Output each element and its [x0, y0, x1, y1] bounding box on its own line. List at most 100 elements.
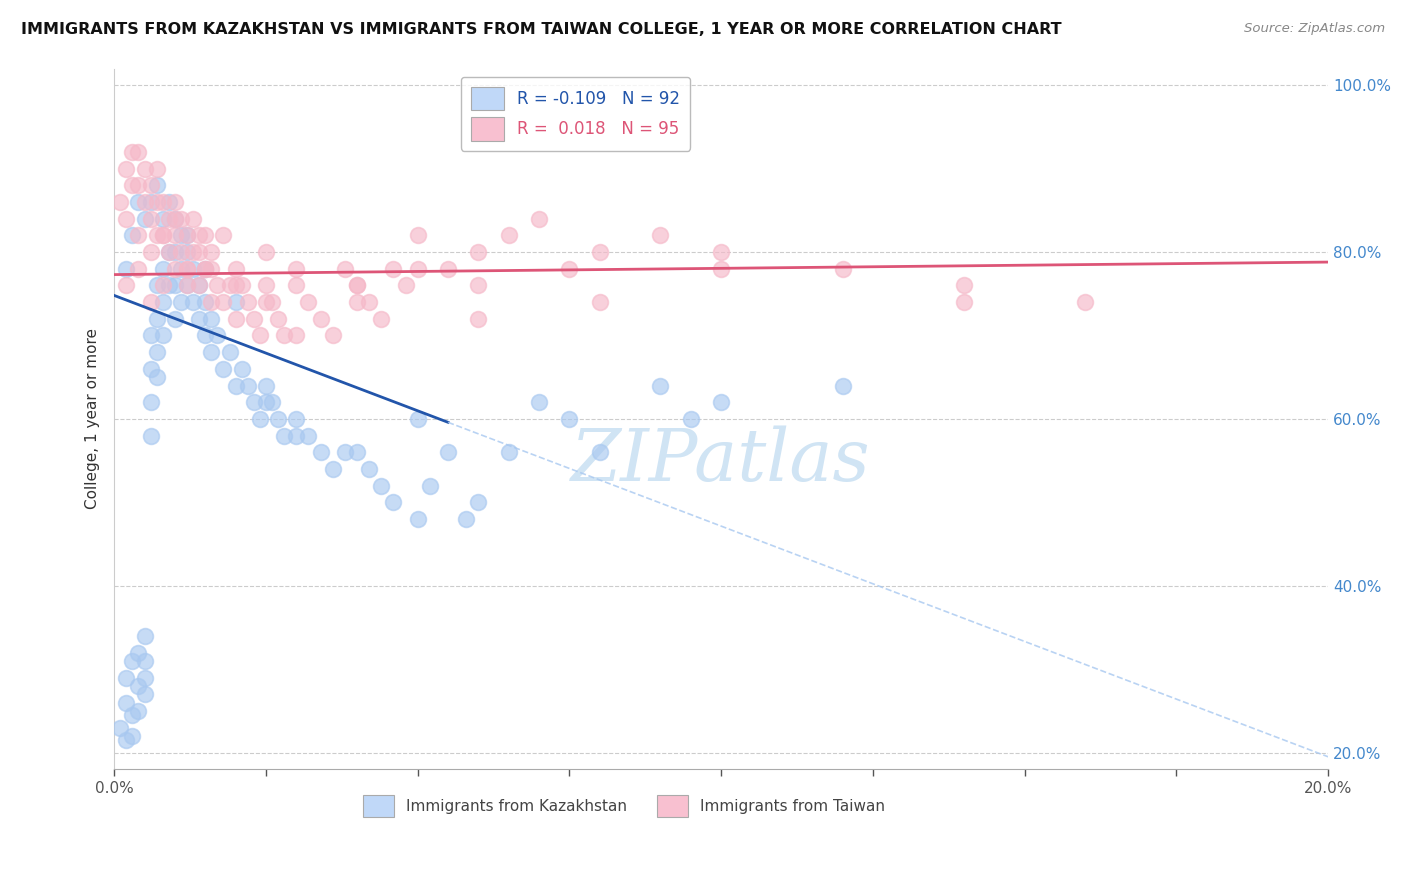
Y-axis label: College, 1 year or more: College, 1 year or more: [86, 328, 100, 509]
Point: [145, 311, 167, 326]
Point: [225, 278, 247, 293]
Point: [121, 145, 143, 159]
Point: [152, 228, 174, 243]
Point: [152, 261, 174, 276]
Point: [953, 295, 976, 310]
Point: [163, 245, 186, 260]
Point: [200, 295, 222, 310]
Point: [121, 178, 143, 193]
Point: [225, 311, 247, 326]
Point: [188, 278, 211, 293]
Point: [110, 721, 132, 735]
Point: [134, 687, 156, 701]
Point: [650, 378, 672, 392]
Point: [267, 311, 290, 326]
Point: [145, 178, 167, 193]
Point: [152, 295, 174, 310]
Point: [322, 328, 344, 343]
Point: [382, 261, 405, 276]
Point: [243, 311, 266, 326]
Point: [127, 646, 149, 660]
Point: [710, 395, 733, 409]
Point: [273, 428, 295, 442]
Point: [437, 261, 460, 276]
Point: [650, 228, 672, 243]
Point: [249, 412, 271, 426]
Point: [163, 211, 186, 226]
Point: [254, 295, 277, 310]
Point: [831, 261, 853, 276]
Point: [127, 704, 149, 718]
Point: [176, 261, 198, 276]
Point: [589, 245, 612, 260]
Point: [115, 211, 138, 226]
Point: [170, 245, 193, 260]
Point: [145, 345, 167, 359]
Point: [267, 412, 290, 426]
Point: [163, 311, 186, 326]
Point: [127, 228, 149, 243]
Point: [134, 629, 156, 643]
Point: [498, 445, 520, 459]
Point: [176, 228, 198, 243]
Point: [406, 228, 429, 243]
Point: [260, 395, 283, 409]
Point: [176, 278, 198, 293]
Point: [181, 211, 204, 226]
Point: [589, 295, 612, 310]
Point: [157, 245, 180, 260]
Point: [260, 295, 283, 310]
Point: [139, 428, 162, 442]
Point: [139, 245, 162, 260]
Point: [163, 194, 186, 209]
Point: [139, 362, 162, 376]
Point: [181, 245, 204, 260]
Point: [170, 211, 193, 226]
Point: [254, 378, 277, 392]
Point: [121, 708, 143, 723]
Point: [170, 228, 193, 243]
Point: [285, 278, 308, 293]
Point: [285, 412, 308, 426]
Point: [419, 478, 441, 492]
Point: [145, 278, 167, 293]
Point: [152, 278, 174, 293]
Point: [218, 345, 240, 359]
Point: [333, 445, 356, 459]
Point: [157, 278, 180, 293]
Point: [163, 211, 186, 226]
Point: [200, 311, 222, 326]
Point: [212, 228, 235, 243]
Point: [127, 145, 149, 159]
Point: [115, 696, 138, 710]
Point: [467, 495, 489, 509]
Point: [145, 370, 167, 384]
Point: [212, 295, 235, 310]
Point: [406, 261, 429, 276]
Point: [163, 278, 186, 293]
Point: [139, 295, 162, 310]
Point: [370, 478, 392, 492]
Point: [710, 261, 733, 276]
Point: [188, 311, 211, 326]
Point: [152, 228, 174, 243]
Point: [152, 194, 174, 209]
Text: IMMIGRANTS FROM KAZAKHSTAN VS IMMIGRANTS FROM TAIWAN COLLEGE, 1 YEAR OR MORE COR: IMMIGRANTS FROM KAZAKHSTAN VS IMMIGRANTS…: [21, 22, 1062, 37]
Point: [322, 462, 344, 476]
Point: [134, 211, 156, 226]
Point: [115, 733, 138, 747]
Point: [437, 445, 460, 459]
Point: [212, 362, 235, 376]
Point: [139, 328, 162, 343]
Point: [254, 395, 277, 409]
Point: [157, 245, 180, 260]
Point: [953, 278, 976, 293]
Point: [115, 278, 138, 293]
Point: [558, 412, 581, 426]
Point: [163, 228, 186, 243]
Point: [527, 395, 550, 409]
Point: [145, 194, 167, 209]
Point: [181, 261, 204, 276]
Point: [297, 295, 319, 310]
Point: [346, 278, 368, 293]
